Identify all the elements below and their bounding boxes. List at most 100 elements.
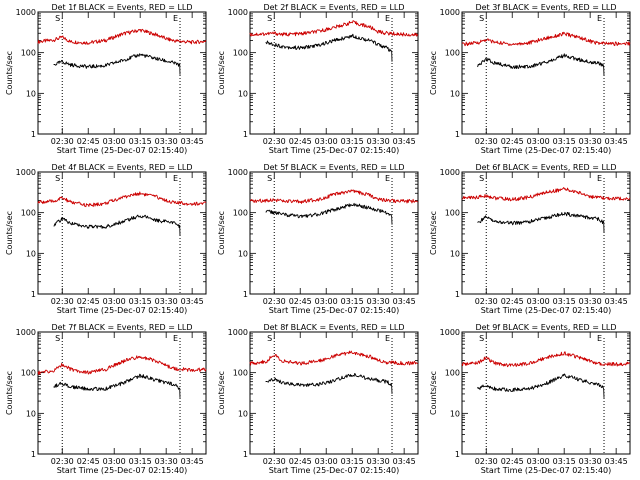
lld-series-line: [249, 189, 418, 204]
detector-panel-2: Det 2f BLACK = Events, RED = LLD 1 10 100 10…: [217, 3, 419, 155]
y-tick-label: 1: [243, 130, 248, 139]
y-tick-label: 100: [21, 49, 36, 58]
x-tick-label: 03:30: [155, 297, 178, 306]
x-axis-label: Start Time (25-Dec-07 02:15:40): [57, 306, 188, 315]
time-marker-label: E: [385, 14, 390, 23]
detector-panel-5: Det 5f BLACK = Events, RED = LLD 1 10 100 10…: [217, 163, 419, 315]
time-marker-label: S: [479, 14, 484, 23]
x-tick-label: 03:15: [341, 297, 364, 306]
x-tick-label: 02:45: [501, 457, 524, 466]
x-tick-label: 03:45: [181, 297, 204, 306]
y-tick-label: 1: [455, 130, 460, 139]
x-tick-label: 03:30: [367, 137, 390, 146]
y-tick-label: 1: [455, 290, 460, 299]
x-tick-label: 02:30: [263, 457, 286, 466]
y-tick-label: 100: [445, 369, 460, 378]
x-tick-label: 03:45: [393, 457, 416, 466]
y-tick-label: 1000: [228, 168, 248, 177]
y-tick-label: 10: [26, 89, 36, 98]
time-marker-label: E: [597, 334, 602, 343]
panel-title: Det 5f BLACK = Events, RED = LLD: [263, 163, 404, 172]
x-tick-label: 02:45: [501, 137, 524, 146]
x-tick-label: 03:00: [315, 137, 338, 146]
lld-series-line: [249, 350, 418, 366]
y-tick-label: 1: [31, 450, 36, 459]
x-tick-label: 03:30: [367, 297, 390, 306]
y-axis-label: Counts/sec: [217, 371, 226, 415]
y-tick-label: 1000: [228, 328, 248, 337]
y-tick-label: 1000: [16, 168, 36, 177]
y-tick-label: 10: [450, 249, 460, 258]
x-tick-label: 03:30: [579, 457, 602, 466]
time-marker-label: S: [267, 174, 272, 183]
y-axis-label: Counts/sec: [429, 51, 438, 95]
y-axis-label: Counts/sec: [429, 211, 438, 255]
events-series-line: [477, 211, 605, 233]
x-tick-label: 02:45: [77, 457, 100, 466]
x-axis-label: Start Time (25-Dec-07 02:15:40): [269, 466, 400, 475]
panel-title: Det 2f BLACK = Events, RED = LLD: [263, 3, 404, 12]
y-tick-label: 1000: [440, 168, 460, 177]
y-tick-label: 1: [243, 290, 248, 299]
y-axis-label: Counts/sec: [429, 371, 438, 415]
x-tick-label: 02:45: [501, 297, 524, 306]
x-tick-label: 03:30: [579, 137, 602, 146]
x-tick-label: 03:30: [367, 457, 390, 466]
time-marker-label: S: [267, 334, 272, 343]
events-series-line: [53, 214, 181, 236]
y-tick-label: 100: [445, 49, 460, 58]
x-tick-label: 03:30: [155, 457, 178, 466]
y-axis-label: Counts/sec: [217, 51, 226, 95]
x-tick-label: 02:30: [51, 457, 74, 466]
panel-title: Det 8f BLACK = Events, RED = LLD: [263, 323, 404, 332]
x-tick-label: 03:00: [103, 137, 126, 146]
y-tick-label: 100: [233, 49, 248, 58]
x-tick-label: 02:30: [51, 297, 74, 306]
time-marker-label: E: [385, 174, 390, 183]
y-tick-label: 100: [21, 209, 36, 218]
y-tick-label: 1000: [16, 328, 36, 337]
y-tick-label: 100: [21, 369, 36, 378]
x-tick-label: 03:15: [553, 137, 576, 146]
x-tick-label: 02:45: [77, 297, 100, 306]
y-axis-label: Counts/sec: [217, 211, 226, 255]
y-axis-label: Counts/sec: [5, 51, 14, 95]
lld-series-line: [461, 351, 631, 368]
plot-frame: [37, 171, 207, 295]
x-tick-label: 03:00: [527, 137, 550, 146]
y-tick-label: 10: [450, 89, 460, 98]
x-tick-label: 03:15: [129, 297, 152, 306]
x-tick-label: 03:00: [103, 297, 126, 306]
x-tick-label: 03:45: [605, 297, 628, 306]
y-tick-label: 100: [233, 209, 248, 218]
detector-panel-8: Det 8f BLACK = Events, RED = LLD 1 10 100 10…: [217, 323, 419, 475]
x-tick-label: 03:00: [315, 297, 338, 306]
panel-title: Det 7f BLACK = Events, RED = LLD: [51, 323, 192, 332]
panel-title: Det 6f BLACK = Events, RED = LLD: [475, 163, 616, 172]
x-tick-label: 03:00: [527, 457, 550, 466]
events-series-line: [265, 373, 393, 394]
y-tick-label: 10: [238, 409, 248, 418]
y-tick-label: 10: [450, 409, 460, 418]
plot-frame: [461, 11, 631, 135]
events-series-line: [53, 373, 181, 398]
detector-panel-4: Det 4f BLACK = Events, RED = LLD 1 10 100 10…: [5, 163, 207, 315]
events-series-line: [477, 373, 605, 398]
detector-panel-3: Det 3f BLACK = Events, RED = LLD 1 10 100 10…: [429, 3, 631, 155]
x-tick-label: 03:00: [315, 457, 338, 466]
time-marker-label: E: [173, 334, 178, 343]
detector-panel-7: Det 7f BLACK = Events, RED = LLD 1 10 100 10…: [5, 323, 207, 475]
panel-title: Det 4f BLACK = Events, RED = LLD: [51, 163, 192, 172]
time-marker-label: E: [597, 14, 602, 23]
plot-frame: [461, 171, 631, 295]
y-tick-label: 1000: [440, 328, 460, 337]
time-marker-label: S: [55, 14, 60, 23]
x-tick-label: 02:30: [263, 297, 286, 306]
plot-frame: [249, 331, 419, 455]
detector-panel-9: Det 9f BLACK = Events, RED = LLD 1 10 100 10…: [429, 323, 631, 475]
time-marker-label: S: [479, 174, 484, 183]
x-tick-label: 03:30: [155, 137, 178, 146]
x-tick-label: 03:15: [553, 297, 576, 306]
y-tick-label: 10: [26, 409, 36, 418]
